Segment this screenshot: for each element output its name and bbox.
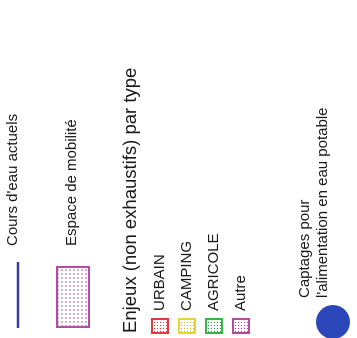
stake-symbol-urbain <box>151 318 169 334</box>
stakes-title: Enjeux (non exhaustifs) par type <box>119 67 140 333</box>
stake-label-agricole: AGRICOLE <box>205 233 222 311</box>
stake-symbol-agricole <box>205 318 223 334</box>
capture-label-line1: Captages pour <box>296 199 313 298</box>
stake-symbol-autre <box>232 318 250 334</box>
capture-label: Captages pour l'alimentation en eau pota… <box>296 107 332 298</box>
stake-label-camping: CAMPING <box>178 240 195 311</box>
stake-label-autre: Autre <box>232 275 249 311</box>
stake-label-urbain: URBAIN <box>151 254 168 311</box>
watercourse-label: Cours d'eau actuels <box>4 113 21 246</box>
stake-symbol-camping <box>178 318 196 334</box>
capture-label-line2: l'alimentation en eau potable <box>314 107 331 298</box>
mobility-box-symbol <box>56 266 90 328</box>
mobility-label: Espace de mobilité <box>63 119 80 246</box>
capture-point-symbol <box>316 305 350 338</box>
